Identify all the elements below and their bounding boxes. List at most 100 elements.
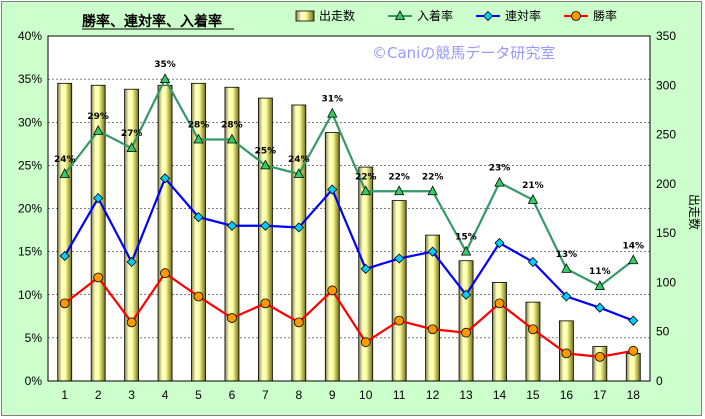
- x-tick-label: 14: [493, 388, 507, 402]
- legend-label-win-rate: 勝率: [593, 8, 617, 23]
- bar-11: [391, 200, 407, 382]
- bar-6: [224, 86, 240, 382]
- y-right-tick-label: 150: [656, 226, 676, 240]
- win-rate-point-17: [594, 351, 605, 362]
- legend: 出走数 入着率 連対率 勝率: [295, 8, 617, 23]
- quinella-rate-point-3: [126, 256, 137, 268]
- place-rate-point-16: [561, 263, 572, 273]
- y-left-tick-label: 30%: [18, 115, 42, 129]
- win-rate-point-9: [327, 285, 338, 296]
- place-rate-point-15: [527, 194, 539, 204]
- data-label: 13%: [556, 250, 578, 260]
- y-right-tick-label: 350: [656, 29, 676, 43]
- quinella-rate-point-13: [460, 289, 472, 300]
- y-left-tick-label: 20%: [18, 202, 42, 216]
- data-label: 14%: [623, 241, 645, 251]
- data-label: 22%: [422, 172, 444, 182]
- y-left-tick-label: 10%: [18, 288, 42, 302]
- data-label: 24%: [54, 155, 76, 165]
- quinella-rate-point-15: [527, 256, 539, 268]
- x-tick-label: 16: [560, 388, 574, 402]
- place-rate-point-17: [594, 280, 605, 291]
- bar-17: [592, 346, 608, 382]
- x-tick-label: 11: [393, 388, 406, 402]
- data-label: 22%: [355, 172, 377, 182]
- x-tick-label: 3: [128, 388, 135, 402]
- place-rate-point-7: [260, 159, 271, 170]
- x-tick-label: 1: [61, 388, 68, 402]
- win-rate-point-11: [394, 315, 405, 326]
- y-left-tick-label: 25%: [18, 158, 42, 172]
- win-rate-point-8: [293, 317, 304, 328]
- y-left-tick-label: 5%: [25, 331, 43, 345]
- bar-1: [57, 82, 73, 382]
- win-rate-point-2: [93, 272, 104, 283]
- quinella-rate-point-4: [159, 173, 171, 184]
- x-tick-label: 15: [526, 388, 540, 402]
- data-label: 24%: [288, 155, 310, 165]
- win-rate-point-10: [360, 337, 371, 348]
- quinella-rate-point-8: [293, 222, 304, 233]
- data-label: 35%: [154, 60, 176, 70]
- quinella-rate-point-9: [327, 184, 338, 195]
- win-rate-point-3: [126, 317, 137, 328]
- win-rate-point-6: [227, 313, 237, 323]
- y-right-tick-label: 200: [656, 177, 676, 191]
- data-label: 28%: [188, 121, 210, 131]
- legend-swatch-marker: [571, 11, 581, 21]
- win-rate-point-16: [561, 348, 572, 359]
- bar-4: [157, 84, 173, 382]
- place-rate-point-11: [394, 185, 405, 196]
- x-tick-label: 12: [426, 388, 440, 402]
- place-rate-point-10: [360, 185, 371, 196]
- x-tick-label: 5: [195, 388, 202, 402]
- data-label: 11%: [589, 267, 611, 277]
- x-tick-label: 6: [229, 388, 236, 402]
- data-label: 21%: [522, 181, 544, 191]
- legend-swatch-marker: [394, 10, 406, 20]
- y-left-tick-label: 35%: [18, 72, 42, 86]
- win-rate-point-1: [59, 298, 70, 309]
- quinella-rate-point-10: [360, 263, 371, 274]
- x-tick-label: 9: [329, 388, 336, 402]
- x-tick-label: 8: [295, 388, 302, 402]
- data-label: 31%: [322, 95, 344, 105]
- y-right-tick-label: 250: [656, 128, 676, 142]
- y-left-tick-label: 40%: [18, 29, 42, 43]
- bar-10: [358, 166, 374, 382]
- place-rate-point-6: [226, 133, 238, 144]
- place-rate-point-8: [293, 168, 304, 178]
- y-left-tick-label: 0%: [25, 374, 43, 388]
- win-rate-point-12: [427, 324, 438, 335]
- quinella-rate-point-17: [594, 302, 605, 313]
- y-right-tick-label: 0: [656, 374, 663, 388]
- x-tick-label: 4: [162, 388, 169, 402]
- y-right-tick-label: 300: [656, 78, 676, 92]
- quinella-rate-point-2: [93, 193, 104, 204]
- data-label: 29%: [87, 112, 109, 122]
- legend-swatch-marker: [482, 10, 494, 22]
- place-rate-point-2: [93, 125, 104, 135]
- x-tick-label: 7: [262, 388, 269, 402]
- quinella-rate-point-7: [260, 220, 271, 231]
- place-rate-point-9: [327, 107, 338, 118]
- data-label: 23%: [489, 164, 511, 174]
- bar-18: [625, 352, 641, 382]
- legend-label-bars: 出走数: [319, 8, 355, 23]
- quinella-rate-point-5: [193, 212, 204, 223]
- plot-border: [47, 35, 651, 382]
- quinella-rate-point-12: [427, 246, 438, 257]
- win-rate-point-5: [193, 291, 204, 302]
- chart-title: 勝率、連対率、入着率: [82, 13, 222, 30]
- y-right-tick-label: 50: [656, 325, 670, 339]
- data-label: 15%: [455, 233, 477, 243]
- quinella-rate-point-6: [226, 220, 238, 231]
- bar-7: [257, 97, 273, 382]
- bar-14: [492, 282, 507, 382]
- quinella-rate-point-11: [394, 253, 405, 264]
- win-rate-point-4: [160, 268, 170, 279]
- x-tick-label: 17: [593, 388, 607, 402]
- x-tick-label: 2: [95, 388, 102, 402]
- legend-label-quinella-rate: 連対率: [505, 8, 541, 23]
